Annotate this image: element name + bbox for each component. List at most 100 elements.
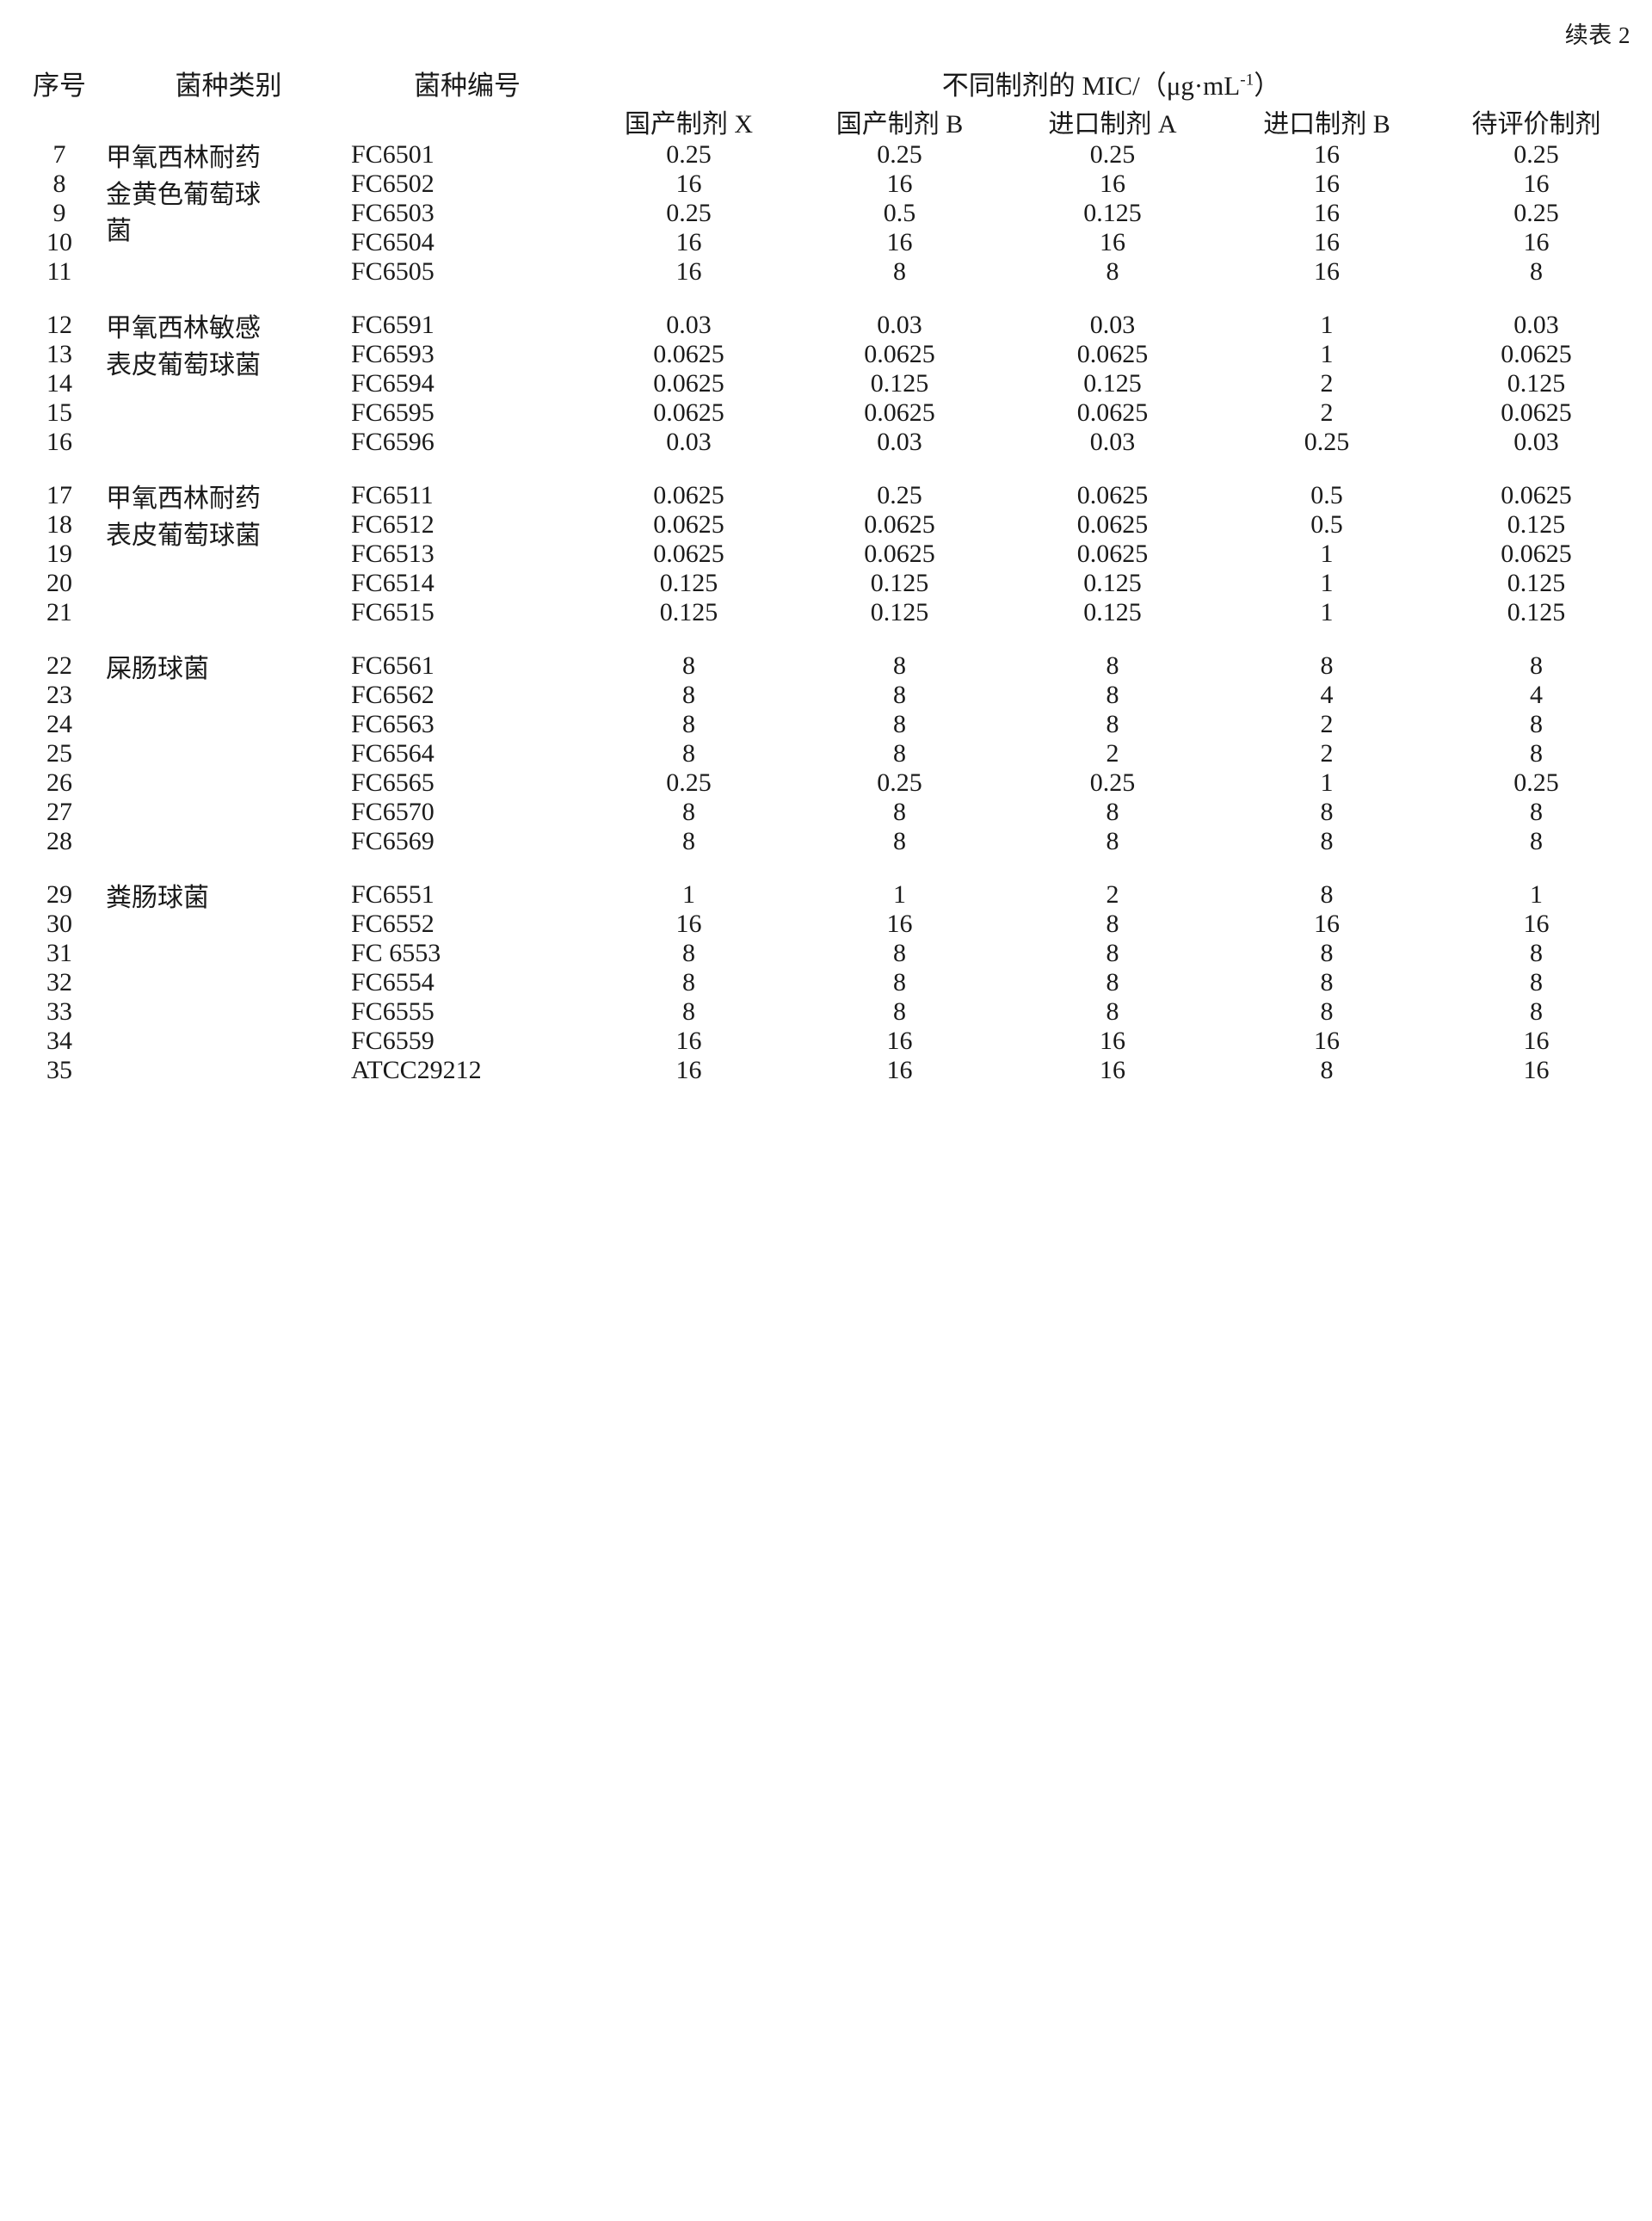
table-row: 25 FC6564 8 8 2 2 8 (13, 739, 1639, 768)
cell-mic-value: 0.0625 (653, 481, 724, 509)
cell-species-code: FC6562 (351, 681, 435, 709)
cell-mic-value: 8 (1106, 257, 1119, 286)
table-row: 24 FC6563 8 8 8 2 8 (13, 710, 1639, 739)
cell-mic-value: 8 (1106, 651, 1119, 680)
cell-index: 22 (46, 651, 72, 680)
cell-mic-value: 8 (893, 710, 906, 738)
species-type-line: 甲氧西林耐药 (106, 144, 261, 172)
cell-mic-value: 0.0625 (653, 540, 724, 568)
cell-mic-value: 16 (675, 228, 702, 256)
cell-mic-value: 2 (1106, 739, 1119, 768)
column-header-under-evaluation: 待评价制剂 (1471, 110, 1601, 139)
cell-index: 15 (46, 398, 72, 427)
cell-mic-value: 16 (1523, 1027, 1550, 1055)
cell-mic-value: 0.0625 (1076, 540, 1149, 568)
table-header: 序号 菌种类别 菌种编号 不同制剂的 MIC/（μg·mL-1） 国产制剂 X … (13, 64, 1639, 140)
cell-mic-value: 0.03 (877, 311, 922, 339)
cell-mic-value: 0.0625 (864, 340, 935, 368)
cell-species-code: FC6503 (351, 199, 435, 227)
cell-mic-value: 0.0625 (1076, 481, 1149, 509)
cell-mic-value: 0.25 (666, 199, 712, 227)
table-row: 9 FC6503 0.25 0.5 0.125 16 0.25 (13, 199, 1639, 228)
table-row: 21 FC6515 0.125 0.125 0.125 1 0.125 (13, 598, 1639, 651)
table-row: 33 FC6555 8 8 8 8 8 (13, 997, 1639, 1027)
cell-mic-value: 0.0625 (1076, 398, 1149, 427)
cell-species-code: FC6504 (351, 228, 435, 256)
cell-mic-value: 8 (682, 798, 695, 826)
cell-mic-value: 8 (893, 651, 906, 680)
cell-species-code: FC6593 (351, 340, 435, 368)
cell-mic-value: 0.0625 (864, 510, 935, 539)
cell-species-type: 甲氧西林耐药 金黄色葡萄球菌 (106, 140, 351, 311)
mic-spanner-text-before: 不同制剂的 MIC/（μg·mL (941, 71, 1241, 101)
cell-mic-value: 8 (1530, 710, 1543, 738)
cell-species-code: ATCC29212 (351, 1056, 482, 1084)
cell-mic-value: 0.125 (659, 598, 718, 626)
column-header-imported-a: 进口制剂 A (1048, 110, 1177, 139)
cell-index: 20 (46, 569, 72, 597)
cell-species-code: FC6552 (351, 910, 435, 938)
column-header-domestic-b: 国产制剂 B (835, 110, 964, 139)
cell-species-code: FC6565 (351, 768, 435, 797)
cell-mic-value: 0.0625 (1501, 481, 1572, 509)
cell-index: 32 (46, 968, 72, 996)
cell-mic-value: 8 (1320, 997, 1334, 1026)
cell-index: 12 (46, 311, 72, 339)
species-type-line: 表皮葡萄球菌 (106, 521, 261, 550)
cell-mic-value: 0.125 (1083, 369, 1142, 398)
cell-mic-value: 0.125 (870, 598, 929, 626)
table-row: 35 ATCC29212 16 16 16 8 16 (13, 1056, 1639, 1109)
header-row-subcolumns: 国产制剂 X 国产制剂 B 进口制剂 A 进口制剂 B 待评价制剂 (13, 102, 1639, 140)
cell-mic-value: 16 (1523, 1056, 1550, 1084)
cell-mic-value: 8 (893, 968, 906, 996)
table-row: 34 FC6559 16 16 16 16 16 (13, 1027, 1639, 1056)
table-row: 19 FC6513 0.0625 0.0625 0.0625 1 0.0625 (13, 540, 1639, 569)
table-body: 7 甲氧西林耐药 金黄色葡萄球菌 FC6501 0.25 0.25 0.25 16 0.25 8 F… (13, 140, 1639, 1109)
cell-mic-value: 0.5 (1310, 510, 1343, 539)
cell-mic-value: 8 (1106, 710, 1119, 738)
cell-mic-value: 8 (1530, 968, 1543, 996)
table-row: 26 FC6565 0.25 0.25 0.25 1 0.25 (13, 768, 1639, 798)
cell-mic-value: 0.0625 (653, 369, 724, 398)
cell-mic-value: 0.0625 (1501, 540, 1572, 568)
cell-mic-value: 16 (1523, 170, 1550, 198)
species-type-line: 菌 (106, 217, 132, 246)
cell-mic-value: 0.125 (1083, 598, 1142, 626)
table-row: 12 甲氧西林敏感 表皮葡萄球菌 FC6591 0.03 0.03 0.03 1 0.03 (13, 311, 1639, 379)
cell-mic-value: 16 (1314, 910, 1340, 938)
species-type-line: 粪肠球菌 (106, 884, 209, 912)
cell-index: 19 (46, 540, 72, 568)
cell-mic-value: 8 (682, 939, 695, 967)
cell-species-code: FC6554 (351, 968, 435, 996)
cell-mic-value: 8 (1106, 798, 1119, 826)
cell-mic-value: 0.125 (870, 369, 929, 398)
mic-spanner-superscript: -1 (1240, 71, 1254, 89)
cell-species-code: FC6564 (351, 739, 435, 768)
cell-species-code: FC6563 (351, 710, 435, 738)
cell-species-code: FC6555 (351, 997, 435, 1026)
cell-mic-value: 16 (1100, 1027, 1125, 1055)
table-row: 16 FC6596 0.03 0.03 0.03 0.25 0.03 (13, 428, 1639, 481)
cell-mic-value: 16 (1100, 228, 1125, 256)
cell-mic-value: 0.0625 (864, 540, 935, 568)
species-type-line: 屎肠球菌 (106, 655, 209, 683)
cell-mic-value: 16 (1523, 228, 1550, 256)
cell-mic-value: 8 (1320, 968, 1334, 996)
cell-mic-value: 8 (893, 257, 906, 286)
cell-mic-value: 1 (1320, 598, 1334, 626)
cell-mic-value: 8 (1530, 798, 1543, 826)
cell-mic-value: 2 (1320, 398, 1334, 427)
column-header-domestic-x: 国产制剂 X (624, 110, 754, 139)
cell-mic-value: 0.03 (1089, 428, 1136, 456)
cell-species-code: FC6505 (351, 257, 435, 286)
cell-species-code: FC6596 (351, 428, 435, 456)
cell-species-code: FC6561 (351, 651, 435, 680)
cell-mic-value: 8 (1106, 681, 1119, 709)
cell-mic-value: 0.25 (1089, 768, 1136, 797)
cell-mic-value: 16 (1314, 257, 1340, 286)
cell-mic-value: 8 (682, 710, 695, 738)
table-row: 15 FC6595 0.0625 0.0625 0.0625 2 0.0625 (13, 398, 1639, 428)
cell-species-code: FC6569 (351, 827, 435, 855)
species-type-line: 甲氧西林耐药 (106, 484, 261, 513)
cell-mic-value: 16 (1523, 910, 1550, 938)
